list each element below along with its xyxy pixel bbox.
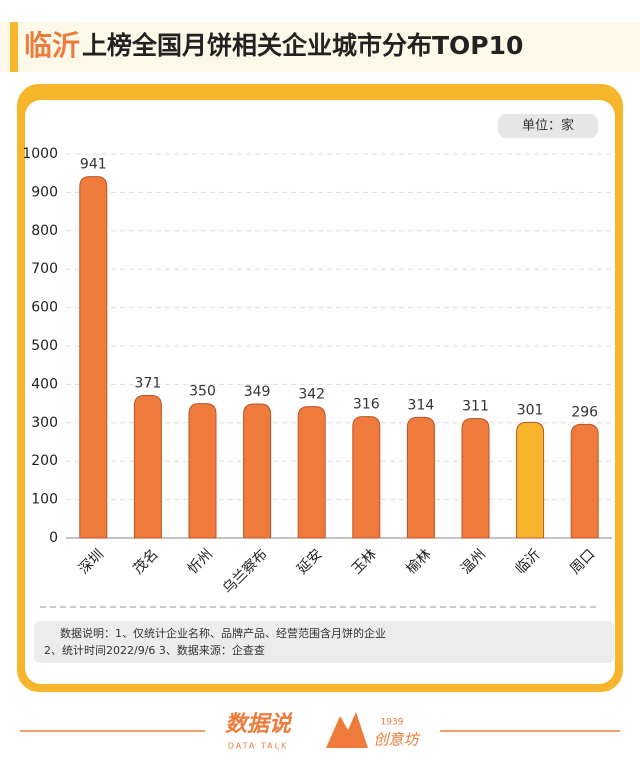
bar [461,418,490,539]
y-tick-label: 800 [31,223,58,239]
bar [243,403,272,539]
y-tick-label: 900 [31,184,58,200]
unit-box [498,114,598,138]
bar [406,416,435,539]
value-label: 371 [135,376,162,392]
notes-box [34,621,614,663]
footer-partner: 创意坊 [373,731,420,749]
note: 2、统计时间2022/9/6 3、数据来源：企查查 [44,643,265,657]
value-label: 342 [298,387,325,403]
bar [188,403,217,539]
bar [133,395,162,539]
y-tick-label: 0 [49,530,58,546]
footer-partner-year: 1939 [381,718,404,728]
y-tick-label: 600 [31,300,58,316]
title-accent [10,22,18,72]
y-tick-label: 100 [31,492,58,508]
y-tick-label: 500 [31,338,58,354]
value-label: 941 [80,157,107,173]
bar [79,176,108,539]
value-label: 301 [517,402,544,418]
partner-logo [326,712,368,748]
y-tick-label: 200 [31,453,58,469]
note: 数据说明：1、仅统计企业名称、品牌产品、经营范围含月饼的企业 [60,626,386,640]
footer-brand: 数据说 [225,712,293,737]
title-band [0,22,640,72]
title-highlight: 临沂 [24,29,80,62]
value-label: 316 [353,397,380,413]
bar [297,406,326,539]
unit-label: 单位：家 [522,118,574,134]
value-label: 349 [244,384,271,400]
value-label: 311 [462,399,489,415]
value-label: 350 [189,384,216,400]
chart-title: 上榜全国月饼相关企业城市分布TOP10 [82,31,523,60]
y-tick-label: 700 [31,261,58,277]
y-tick-label: 400 [31,376,58,392]
bar [352,416,381,539]
y-tick-label: 300 [31,415,58,431]
bar [570,423,599,539]
footer-brand-sub: DATA TALK [228,742,289,751]
bar [516,421,545,539]
value-label: 296 [571,404,598,420]
y-tick-label: 1000 [22,146,58,162]
value-label: 314 [408,397,435,413]
